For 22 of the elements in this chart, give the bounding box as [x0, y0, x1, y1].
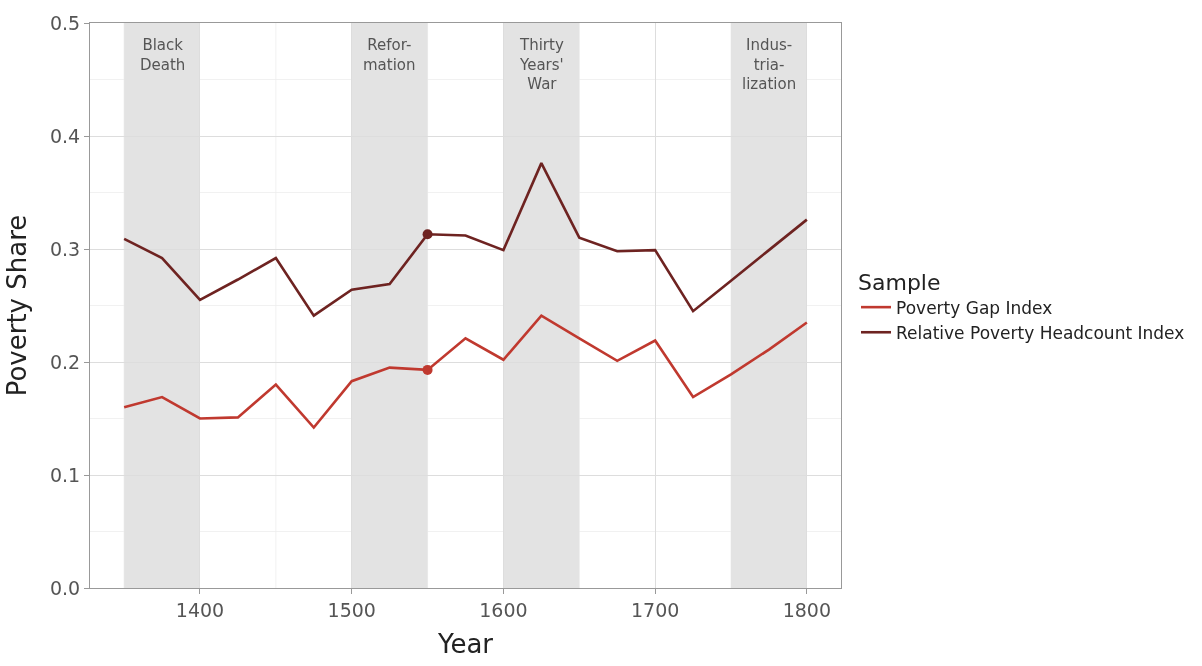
line-series: [122, 314, 809, 429]
legend-label: Poverty Gap Index: [896, 297, 1053, 318]
y-tick-label: 0.4: [49, 124, 81, 147]
line-series: [122, 161, 809, 317]
x-tick-label: 1600: [479, 598, 528, 621]
band-label: Thirty Years' War: [519, 36, 564, 93]
y-tick-label: 0.3: [49, 237, 81, 260]
legend-title: Sample: [858, 269, 941, 295]
legend-label: Relative Poverty Headcount Index: [896, 322, 1185, 343]
x-tick-label: 1700: [630, 598, 680, 621]
y-tick-label: 0.1: [49, 463, 81, 486]
x-tick-label: 1800: [782, 598, 832, 621]
band-label: Indus- tria- lization: [742, 36, 797, 93]
x-axis-title: Year: [436, 629, 494, 660]
y-tick-label: 0.2: [49, 350, 81, 373]
y-axis-title: Poverty Share: [2, 214, 33, 397]
x-tick-label: 1400: [175, 598, 225, 621]
band-label: Black Death: [140, 36, 186, 74]
y-tick-label: 0.5: [49, 11, 81, 34]
x-tick-label: 1500: [327, 598, 376, 621]
text: 0.0: [49, 576, 81, 599]
band-label: Refor- mation: [363, 36, 416, 74]
